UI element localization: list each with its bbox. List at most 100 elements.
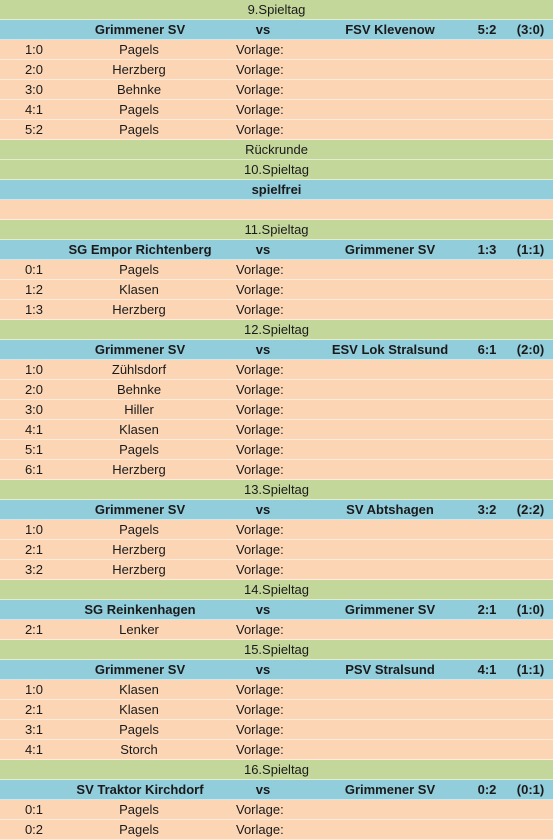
assist-label: Vorlage: xyxy=(236,402,284,417)
goal-row: 2:1 Klasen Vorlage: xyxy=(0,700,553,720)
section-header: 12.Spieltag xyxy=(0,320,553,340)
goal-score: 1:0 xyxy=(24,682,44,697)
goal-score: 4:1 xyxy=(24,422,44,437)
versus-label: vs xyxy=(255,22,271,37)
assist-label: Vorlage: xyxy=(236,122,284,137)
goal-scorer: Pagels xyxy=(119,262,159,277)
goal-scorer: Zühlsdorf xyxy=(111,362,167,377)
final-score: 0:2 xyxy=(477,782,497,797)
home-team: Grimmener SV xyxy=(94,22,186,37)
goal-row: 4:1 Storch Vorlage: xyxy=(0,740,553,760)
match-row: Grimmener SV vs FSV Klevenow 5:2 (3:0) xyxy=(0,20,553,40)
assist-label: Vorlage: xyxy=(236,522,284,537)
goal-score: 2:1 xyxy=(24,622,44,637)
final-score: 3:2 xyxy=(477,502,497,517)
assist-label: Vorlage: xyxy=(236,802,284,817)
halftime-score: (2:0) xyxy=(516,342,545,357)
goal-scorer: Pagels xyxy=(119,802,159,817)
goal-scorer: Pagels xyxy=(119,442,159,457)
goal-row: 1:2 Klasen Vorlage: xyxy=(0,280,553,300)
match-row: Grimmener SV vs PSV Stralsund 4:1 (1:1) xyxy=(0,660,553,680)
home-team: Grimmener SV xyxy=(94,502,186,517)
home-team: Grimmener SV xyxy=(94,662,186,677)
goal-score: 0:1 xyxy=(24,262,44,277)
goal-score: 1:2 xyxy=(24,282,44,297)
goal-row: 1:0 Klasen Vorlage: xyxy=(0,680,553,700)
section-header: 16.Spieltag xyxy=(0,760,553,780)
goal-scorer: Behnke xyxy=(116,82,162,97)
goal-score: 1:0 xyxy=(24,362,44,377)
halftime-score: (2:2) xyxy=(516,502,545,517)
goal-score: 0:2 xyxy=(24,822,44,837)
goal-row: 5:1 Pagels Vorlage: xyxy=(0,440,553,460)
assist-label: Vorlage: xyxy=(236,302,284,317)
halftime-score: (1:1) xyxy=(516,242,545,257)
section-header: 10.Spieltag xyxy=(0,160,553,180)
goal-score: 4:1 xyxy=(24,742,44,757)
goal-scorer: Herzberg xyxy=(112,542,166,557)
goal-scorer: Herzberg xyxy=(112,62,166,77)
section-header: Rückrunde xyxy=(0,140,553,160)
goal-row: 2:1 Lenker Vorlage: xyxy=(0,620,553,640)
away-team: Grimmener SV xyxy=(344,602,436,617)
goal-scorer: Pagels xyxy=(119,822,159,837)
match-row: SG Reinkenhagen vs Grimmener SV 2:1 (1:0) xyxy=(0,600,553,620)
match-row: Grimmener SV vs ESV Lok Stralsund 6:1 (2:0) xyxy=(0,340,553,360)
halftime-score: (1:0) xyxy=(516,602,545,617)
goal-scorer: Herzberg xyxy=(112,302,166,317)
assist-label: Vorlage: xyxy=(236,702,284,717)
goal-row: 1:0 Pagels Vorlage: xyxy=(0,40,553,60)
assist-label: Vorlage: xyxy=(236,462,284,477)
assist-label: Vorlage: xyxy=(236,562,284,577)
versus-label: vs xyxy=(255,242,271,257)
goal-row: 0:2 Pagels Vorlage: xyxy=(0,820,553,840)
goal-scorer: Herzberg xyxy=(112,562,166,577)
goal-row: 3:1 Pagels Vorlage: xyxy=(0,720,553,740)
goal-score: 6:1 xyxy=(24,462,44,477)
goal-score: 3:1 xyxy=(24,722,44,737)
assist-label: Vorlage: xyxy=(236,102,284,117)
assist-label: Vorlage: xyxy=(236,82,284,97)
away-team: Grimmener SV xyxy=(344,782,436,797)
goal-row: 0:1 Pagels Vorlage: xyxy=(0,800,553,820)
goal-scorer: Klasen xyxy=(119,422,159,437)
goal-scorer: Pagels xyxy=(119,102,159,117)
goal-score: 0:1 xyxy=(24,802,44,817)
assist-label: Vorlage: xyxy=(236,382,284,397)
assist-label: Vorlage: xyxy=(236,362,284,377)
assist-label: Vorlage: xyxy=(236,262,284,277)
goal-row: 5:2 Pagels Vorlage: xyxy=(0,120,553,140)
goal-row: 1:0 Pagels Vorlage: xyxy=(0,520,553,540)
versus-label: vs xyxy=(255,602,271,617)
goal-scorer: Pagels xyxy=(119,122,159,137)
goal-row: 3:2 Herzberg Vorlage: xyxy=(0,560,553,580)
final-score: 5:2 xyxy=(477,22,497,37)
match-row: Grimmener SV vs SV Abtshagen 3:2 (2:2) xyxy=(0,500,553,520)
goal-score: 3:0 xyxy=(24,82,44,97)
goal-score: 4:1 xyxy=(24,102,44,117)
halftime-score: (1:1) xyxy=(516,662,545,677)
match-row: SG Empor Richtenberg vs Grimmener SV 1:3 (1:… xyxy=(0,240,553,260)
goal-row: 2:0 Herzberg Vorlage: xyxy=(0,60,553,80)
final-score: 2:1 xyxy=(477,602,497,617)
home-team: SG Empor Richtenberg xyxy=(68,242,212,257)
away-team: PSV Stralsund xyxy=(345,662,435,677)
final-score: 4:1 xyxy=(477,662,497,677)
versus-label: vs xyxy=(255,782,271,797)
goal-scorer: Pagels xyxy=(119,722,159,737)
assist-label: Vorlage: xyxy=(236,542,284,557)
halftime-score: (3:0) xyxy=(516,22,545,37)
match-row: SV Traktor Kirchdorf vs Grimmener SV 0:2 (0:… xyxy=(0,780,553,800)
goal-row: 1:3 Herzberg Vorlage: xyxy=(0,300,553,320)
section-header: 15.Spieltag xyxy=(0,640,553,660)
goal-scorer: Lenker xyxy=(119,622,159,637)
versus-label: vs xyxy=(255,502,271,517)
section-header: 13.Spieltag xyxy=(0,480,553,500)
goal-row: 4:1 Klasen Vorlage: xyxy=(0,420,553,440)
assist-label: Vorlage: xyxy=(236,682,284,697)
away-team: SV Abtshagen xyxy=(346,502,434,517)
goal-scorer: Pagels xyxy=(119,42,159,57)
home-team: Grimmener SV xyxy=(94,342,186,357)
versus-label: vs xyxy=(255,342,271,357)
